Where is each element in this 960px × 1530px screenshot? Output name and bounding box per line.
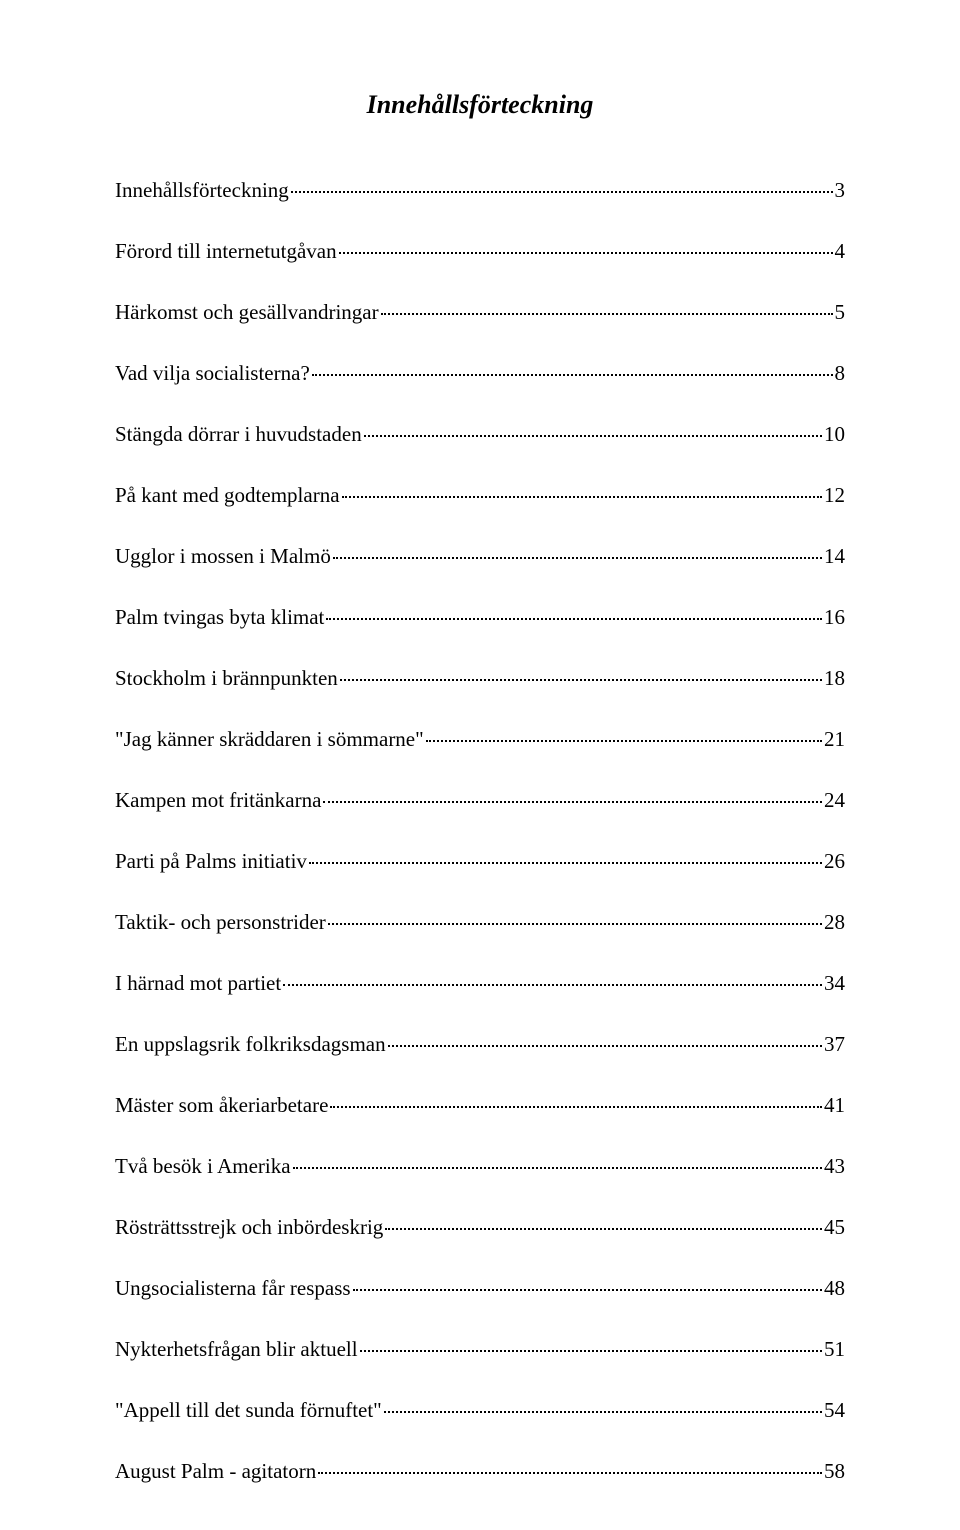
toc-entry-page: 10 xyxy=(824,422,845,447)
toc-leader-dots xyxy=(333,557,822,559)
toc-leader-dots xyxy=(291,191,833,193)
toc-entry: Ungsocialisterna får respass 48 xyxy=(115,1276,845,1301)
toc-entry-page: 43 xyxy=(824,1154,845,1179)
toc-leader-dots xyxy=(342,496,822,498)
toc-entry-label: Stockholm i brännpunkten xyxy=(115,666,338,691)
toc-leader-dots xyxy=(330,1106,822,1108)
toc-leader-dots xyxy=(388,1045,822,1047)
toc-entry-label: Mäster som åkeriarbetare xyxy=(115,1093,328,1118)
toc-leader-dots xyxy=(360,1350,822,1352)
toc-entry-label: Palm tvingas byta klimat xyxy=(115,605,324,630)
toc-leader-dots xyxy=(323,801,822,803)
toc-entry: På kant med godtemplarna 12 xyxy=(115,483,845,508)
toc-entry: En uppslagsrik folkriksdagsman 37 xyxy=(115,1032,845,1057)
toc-leader-dots xyxy=(385,1228,822,1230)
toc-entry-page: 4 xyxy=(835,239,846,264)
toc-entry-label: På kant med godtemplarna xyxy=(115,483,340,508)
toc-entry-page: 58 xyxy=(824,1459,845,1484)
toc-entry-page: 54 xyxy=(824,1398,845,1423)
toc-entry-label: Rösträttsstrejk och inbördeskrig xyxy=(115,1215,383,1240)
toc-entry-page: 37 xyxy=(824,1032,845,1057)
toc-entry-page: 24 xyxy=(824,788,845,813)
toc-entry-page: 18 xyxy=(824,666,845,691)
toc-entry: August Palm - agitatorn 58 xyxy=(115,1459,845,1484)
toc-entry-page: 34 xyxy=(824,971,845,996)
toc-entry: Mäster som åkeriarbetare 41 xyxy=(115,1093,845,1118)
toc-entry-label: Innehållsförteckning xyxy=(115,178,289,203)
toc-entry-label: En uppslagsrik folkriksdagsman xyxy=(115,1032,386,1057)
toc-leader-dots xyxy=(309,862,822,864)
toc-entry-label: Två besök i Amerika xyxy=(115,1154,291,1179)
toc-leader-dots xyxy=(318,1472,822,1474)
toc-entry-label: Härkomst och gesällvandringar xyxy=(115,300,379,325)
toc-entry-page: 48 xyxy=(824,1276,845,1301)
toc-entry: Taktik- och personstrider 28 xyxy=(115,910,845,935)
toc-entry-page: 41 xyxy=(824,1093,845,1118)
toc-leader-dots xyxy=(364,435,822,437)
toc-entry: Förord till internetutgåvan 4 xyxy=(115,239,845,264)
toc-entry-page: 28 xyxy=(824,910,845,935)
toc-entry-label: Kampen mot fritänkarna xyxy=(115,788,321,813)
toc-leader-dots xyxy=(426,740,822,742)
toc-leader-dots xyxy=(353,1289,822,1291)
toc-entry-page: 51 xyxy=(824,1337,845,1362)
toc-leader-dots xyxy=(326,618,822,620)
toc-entry-label: Ugglor i mossen i Malmö xyxy=(115,544,331,569)
document-page: Innehållsförteckning Innehållsförtecknin… xyxy=(0,0,960,1530)
toc-entry: Parti på Palms initiativ 26 xyxy=(115,849,845,874)
toc-entry: Kampen mot fritänkarna 24 xyxy=(115,788,845,813)
toc-entry: Stängda dörrar i huvudstaden 10 xyxy=(115,422,845,447)
toc-entry-page: 14 xyxy=(824,544,845,569)
toc-leader-dots xyxy=(312,374,833,376)
toc-entry-page: 3 xyxy=(835,178,846,203)
toc-entry-label: Nykterhetsfrågan blir aktuell xyxy=(115,1337,358,1362)
toc-entry: Två besök i Amerika 43 xyxy=(115,1154,845,1179)
toc-entry-page: 8 xyxy=(835,361,846,386)
toc-entry: "Jag känner skräddaren i sömmarne" 21 xyxy=(115,727,845,752)
toc-entry-page: 26 xyxy=(824,849,845,874)
toc-entry: Palm tvingas byta klimat 16 xyxy=(115,605,845,630)
toc-leader-dots xyxy=(381,313,833,315)
toc-entry-label: "Appell till det sunda förnuftet" xyxy=(115,1398,382,1423)
toc-leader-dots xyxy=(283,984,822,986)
toc-entry: Härkomst och gesällvandringar 5 xyxy=(115,300,845,325)
toc-leader-dots xyxy=(293,1167,822,1169)
toc-entry-label: Förord till internetutgåvan xyxy=(115,239,337,264)
toc-entry: Vad vilja socialisterna? 8 xyxy=(115,361,845,386)
toc-entry-label: Taktik- och personstrider xyxy=(115,910,326,935)
toc-list: Innehållsförteckning 3 Förord till interne… xyxy=(115,178,845,1484)
toc-entry: Nykterhetsfrågan blir aktuell 51 xyxy=(115,1337,845,1362)
toc-leader-dots xyxy=(328,923,822,925)
toc-entry: I härnad mot partiet 34 xyxy=(115,971,845,996)
toc-leader-dots xyxy=(339,252,833,254)
toc-entry-page: 21 xyxy=(824,727,845,752)
toc-entry: Stockholm i brännpunkten 18 xyxy=(115,666,845,691)
toc-entry-page: 16 xyxy=(824,605,845,630)
toc-entry: "Appell till det sunda förnuftet" 54 xyxy=(115,1398,845,1423)
toc-entry: Innehållsförteckning 3 xyxy=(115,178,845,203)
toc-entry-page: 12 xyxy=(824,483,845,508)
toc-entry-page: 5 xyxy=(835,300,846,325)
toc-entry: Ugglor i mossen i Malmö 14 xyxy=(115,544,845,569)
toc-entry-label: August Palm - agitatorn xyxy=(115,1459,316,1484)
toc-entry-label: Stängda dörrar i huvudstaden xyxy=(115,422,362,447)
toc-leader-dots xyxy=(340,679,822,681)
toc-entry-label: Parti på Palms initiativ xyxy=(115,849,307,874)
toc-entry-label: Ungsocialisterna får respass xyxy=(115,1276,351,1301)
toc-entry-label: Vad vilja socialisterna? xyxy=(115,361,310,386)
toc-entry-label: I härnad mot partiet xyxy=(115,971,281,996)
toc-entry: Rösträttsstrejk och inbördeskrig 45 xyxy=(115,1215,845,1240)
toc-entry-page: 45 xyxy=(824,1215,845,1240)
page-title: Innehållsförteckning xyxy=(115,90,845,120)
toc-leader-dots xyxy=(384,1411,822,1413)
toc-entry-label: "Jag känner skräddaren i sömmarne" xyxy=(115,727,424,752)
